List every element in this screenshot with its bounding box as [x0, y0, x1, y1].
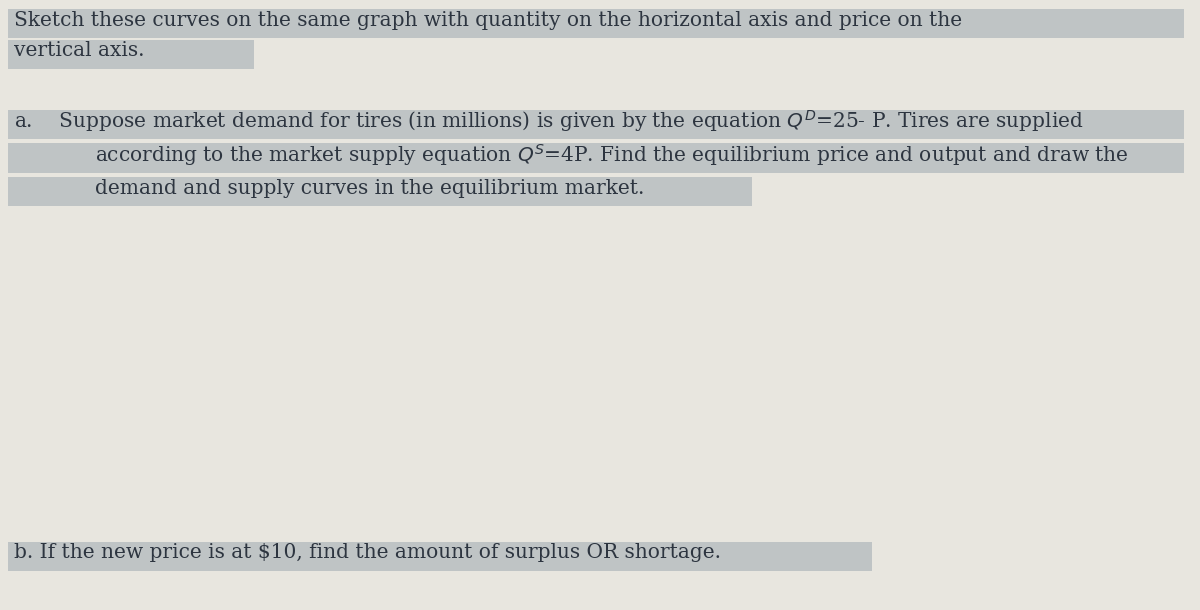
Text: demand and supply curves in the equilibrium market.: demand and supply curves in the equilibr…: [95, 179, 644, 198]
Text: according to the market supply equation $Q^S$=4P. Find the equilibrium price and: according to the market supply equation …: [95, 142, 1128, 168]
Text: a.  Suppose market demand for tires (in millions) is given by the equation $Q^D$: a. Suppose market demand for tires (in m…: [14, 108, 1084, 134]
Text: Sketch these curves on the same graph with quantity on the horizontal axis and p: Sketch these curves on the same graph wi…: [14, 11, 962, 30]
Bar: [8, 110, 1184, 139]
Bar: [8, 9, 1184, 38]
Bar: [8, 143, 1184, 173]
Bar: [8, 177, 752, 206]
Text: b. If the new price is at $10, find the amount of surplus OR shortage.: b. If the new price is at $10, find the …: [14, 544, 721, 562]
Text: vertical axis.: vertical axis.: [14, 41, 145, 60]
Bar: [8, 542, 872, 571]
Bar: [8, 40, 254, 69]
